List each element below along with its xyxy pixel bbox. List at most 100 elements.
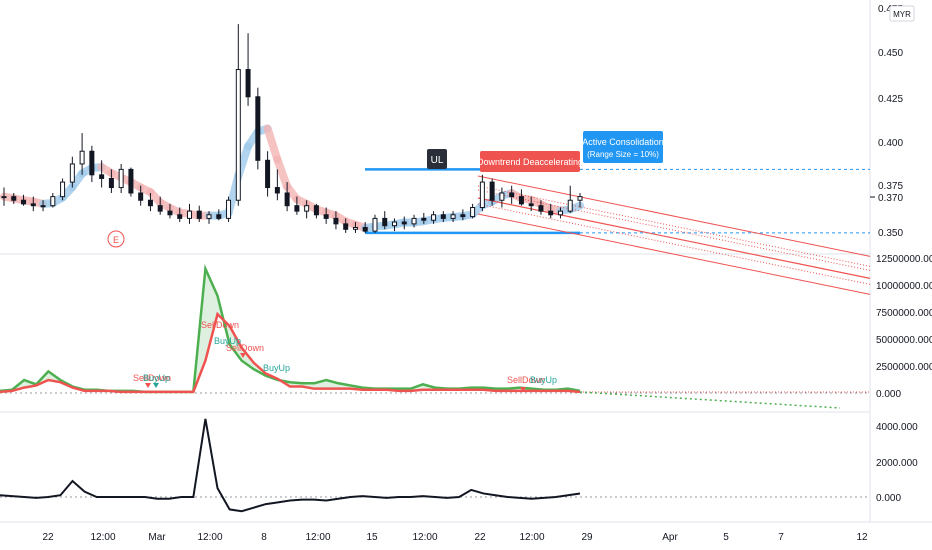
candle-body (421, 217, 427, 221)
time-tick: 12:00 (519, 532, 544, 543)
channel-line (477, 189, 871, 271)
candle-body (333, 217, 339, 225)
volume-tick: 10000000.000 (876, 281, 932, 292)
svg-text:Active Consolidation: Active Consolidation (582, 137, 664, 147)
candle-body (89, 150, 95, 176)
candle-body (255, 96, 261, 161)
candle-body (518, 196, 524, 205)
time-tick: 12:00 (305, 532, 330, 543)
candle-body (186, 210, 192, 219)
ma-segment (273, 155, 292, 191)
candle-body (167, 210, 173, 216)
signal-marker (153, 383, 159, 388)
time-tick: Apr (662, 532, 678, 543)
svg-text:E: E (113, 235, 119, 245)
candle-body (265, 159, 271, 189)
time-tick: Mar (148, 532, 166, 543)
candle-body (226, 199, 232, 219)
channel-line (477, 213, 871, 295)
candle-body (431, 214, 437, 221)
volume-tick: 5000000.000 (876, 335, 932, 346)
signal-label: SellDown (201, 320, 239, 330)
signal-label: SellDown (507, 375, 545, 385)
channel-line (477, 203, 871, 285)
candle-body (245, 69, 251, 98)
volume-axis[interactable]: 12500000.000 10000000.000 7500000.000 50… (876, 254, 932, 400)
candle-body (69, 163, 75, 183)
candle-body (206, 214, 212, 219)
svg-text:MYR: MYR (893, 10, 911, 19)
time-tick: 29 (581, 532, 593, 543)
oscillator-pane[interactable] (0, 418, 870, 513)
consolidation-levels (365, 168, 870, 235)
time-tick: 15 (366, 532, 378, 543)
candle-body (343, 223, 349, 230)
price-tick: 0.450 (878, 48, 903, 59)
time-tick: 7 (778, 532, 784, 543)
currency-badge[interactable]: MYR (889, 5, 915, 22)
candle-body (157, 205, 163, 212)
candle-body (118, 168, 124, 189)
osc-tick: 4000.000 (876, 422, 918, 433)
earnings-marker[interactable]: E (107, 230, 125, 248)
candle-body (489, 181, 495, 201)
candle-body (21, 199, 27, 205)
price-axis[interactable]: 0.475 0.450 0.425 0.400 0.375 0.350 0.37… (870, 4, 915, 239)
candle-body (362, 226, 368, 232)
signal-label: SellDown (226, 343, 264, 353)
candle-body (411, 217, 417, 225)
moving-average-band (0, 124, 584, 232)
svg-text:Downtrend Deaccelerating: Downtrend Deaccelerating (477, 157, 583, 167)
candle-body (479, 181, 485, 209)
candle-body (450, 214, 456, 219)
svg-text:(Range Size = 10%): (Range Size = 10%) (587, 150, 659, 159)
candle-body (528, 203, 534, 207)
candle-body (284, 192, 290, 207)
osc-tick: 0.000 (876, 493, 901, 504)
candle-body (323, 214, 329, 219)
consolidation-label[interactable]: Active Consolidation (Range Size = 10%) (582, 131, 664, 163)
time-tick: 12:00 (412, 532, 437, 543)
channel-line (477, 185, 871, 267)
candle-body (401, 221, 407, 225)
signal-label: BuyUp (263, 363, 290, 373)
candle-body (460, 214, 466, 218)
time-tick: 22 (42, 532, 54, 543)
oscillator-line (0, 418, 581, 513)
last-price-label: 0.370 (870, 193, 903, 204)
candle-body (548, 210, 554, 216)
downtrend-label[interactable]: Downtrend Deaccelerating (477, 151, 583, 172)
candle-body (567, 199, 573, 212)
price-tick: 0.350 (878, 228, 903, 239)
osc-tick: 2000.000 (876, 458, 918, 469)
downtrend-channel (477, 175, 871, 295)
signal-marker (240, 353, 246, 358)
candle-body (382, 217, 388, 227)
ul-label[interactable]: UL (427, 149, 447, 169)
signal-marker (145, 383, 151, 388)
candle-body (1, 196, 7, 199)
volume-line-green (0, 263, 581, 394)
time-axis[interactable]: 22 12:00 Mar 12:00 8 12:00 15 12:00 22 1… (42, 532, 868, 543)
candle-body (499, 192, 505, 201)
time-tick: 12 (856, 532, 868, 543)
oscillator-axis[interactable]: 4000.000 2000.000 0.000 (876, 422, 918, 504)
candle-body (294, 205, 300, 212)
candle-body (50, 196, 56, 207)
volume-pane[interactable]: SellDown BuyUp SellDown SellDown BuyUp B… (0, 263, 870, 409)
svg-text:UL: UL (431, 155, 444, 166)
price-pane[interactable]: UL Downtrend Deaccelerating Active Conso… (0, 24, 871, 295)
price-tick: 0.375 (878, 181, 903, 192)
channel-line (477, 197, 871, 279)
volume-signals: SellDown BuyUp SellDown SellDown BuyUp B… (133, 320, 557, 392)
volume-spread-fill (0, 268, 580, 392)
time-tick: 8 (261, 532, 267, 543)
volume-line-red (0, 311, 581, 394)
candle-body (577, 196, 583, 201)
time-tick: 12:00 (197, 532, 222, 543)
candle-body (509, 192, 515, 198)
candle-body (79, 150, 85, 165)
price-candles (1, 24, 583, 233)
candle-body (177, 214, 183, 219)
